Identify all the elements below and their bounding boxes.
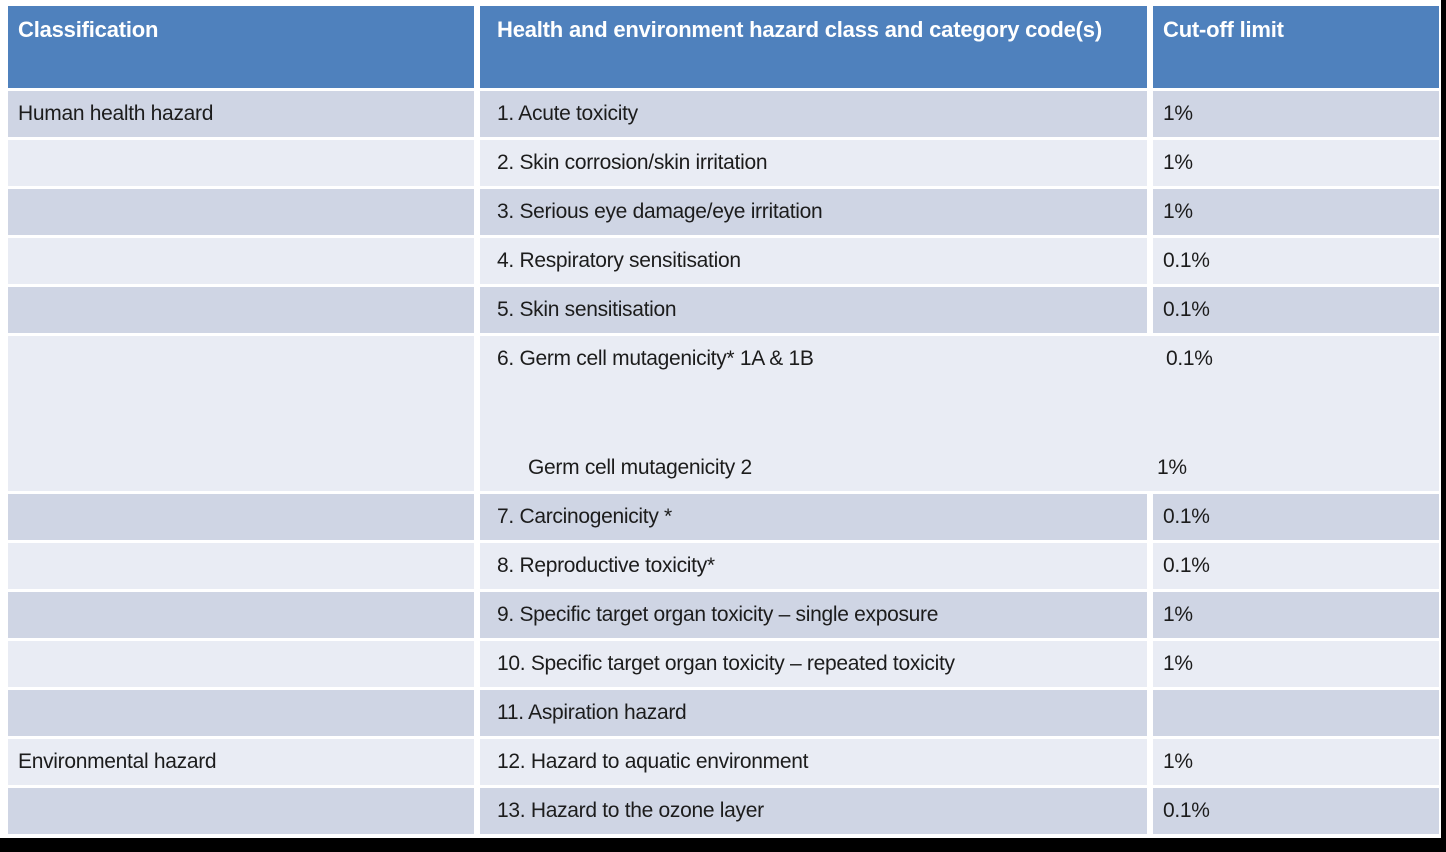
classification-cell (8, 592, 474, 638)
hazard-line-label: 6. Germ cell mutagenicity* 1A & 1B (497, 347, 814, 370)
hazard-cell: 8. Reproductive toxicity* (480, 543, 1147, 589)
cutoff-cell: 0.1% (1153, 238, 1439, 284)
cutoff-cell: 0.1% (1153, 788, 1439, 834)
cutoff-cell: 1% (1153, 140, 1439, 186)
hazard-cell: 12. Hazard to aquatic environment (480, 739, 1147, 785)
slide-edge-bottom (0, 838, 1446, 852)
classification-cell (8, 336, 474, 491)
classification-cell (8, 690, 474, 736)
cutoff-cell: 1% (1153, 592, 1439, 638)
cutoff-cell: 1% (1153, 91, 1439, 137)
hazard-cell: 3. Serious eye damage/eye irritation (480, 189, 1147, 235)
classification-cell: Environmental hazard (8, 739, 474, 785)
slide-edge-right (1441, 0, 1446, 852)
hazard-cell: 5. Skin sensitisation (480, 287, 1147, 333)
hazard-cell: 9. Specific target organ toxicity – sing… (480, 592, 1147, 638)
hazard-cell: 11. Aspiration hazard (480, 690, 1147, 736)
header-cutoff-limit: Cut-off limit (1153, 6, 1439, 88)
merged-hazard-cutoff-cell: 6. Germ cell mutagenicity* 1A & 1B 0.1% Ge… (480, 336, 1439, 491)
cutoff-cell: 1% (1153, 189, 1439, 235)
header-classification: Classification (8, 6, 474, 88)
cutoff-cell: 0.1% (1153, 494, 1439, 540)
hazard-table: Classification Health and environment ha… (8, 6, 1439, 834)
header-hazard-class-label: Health and environment hazard class and … (497, 17, 1102, 42)
hazard-cell: 10. Specific target organ toxicity – rep… (480, 641, 1147, 687)
classification-cell (8, 543, 474, 589)
hazard-cell: 7. Carcinogenicity * (480, 494, 1147, 540)
classification-cell (8, 189, 474, 235)
hazard-cell: 1. Acute toxicity (480, 91, 1147, 137)
classification-cell (8, 238, 474, 284)
cutoff-cell: 0.1% (1153, 287, 1439, 333)
header-hazard-class: Health and environment hazard class and … (480, 6, 1147, 88)
cutoff-cell: 1% (1153, 641, 1439, 687)
hazard-cell: 13. Hazard to the ozone layer (480, 788, 1147, 834)
cutoff-value: 1% (1157, 456, 1187, 479)
cutoff-cell (1153, 690, 1439, 736)
hazard-cell: 2. Skin corrosion/skin irritation (480, 140, 1147, 186)
cutoff-value: 0.1% (1166, 347, 1213, 370)
classification-cell (8, 494, 474, 540)
classification-cell (8, 140, 474, 186)
classification-cell (8, 287, 474, 333)
classification-cell (8, 788, 474, 834)
hazard-cell: 4. Respiratory sensitisation (480, 238, 1147, 284)
hazard-line-label: Germ cell mutagenicity 2 (528, 456, 752, 479)
cutoff-cell: 1% (1153, 739, 1439, 785)
cutoff-cell: 0.1% (1153, 543, 1439, 589)
classification-cell: Human health hazard (8, 91, 474, 137)
classification-cell (8, 641, 474, 687)
